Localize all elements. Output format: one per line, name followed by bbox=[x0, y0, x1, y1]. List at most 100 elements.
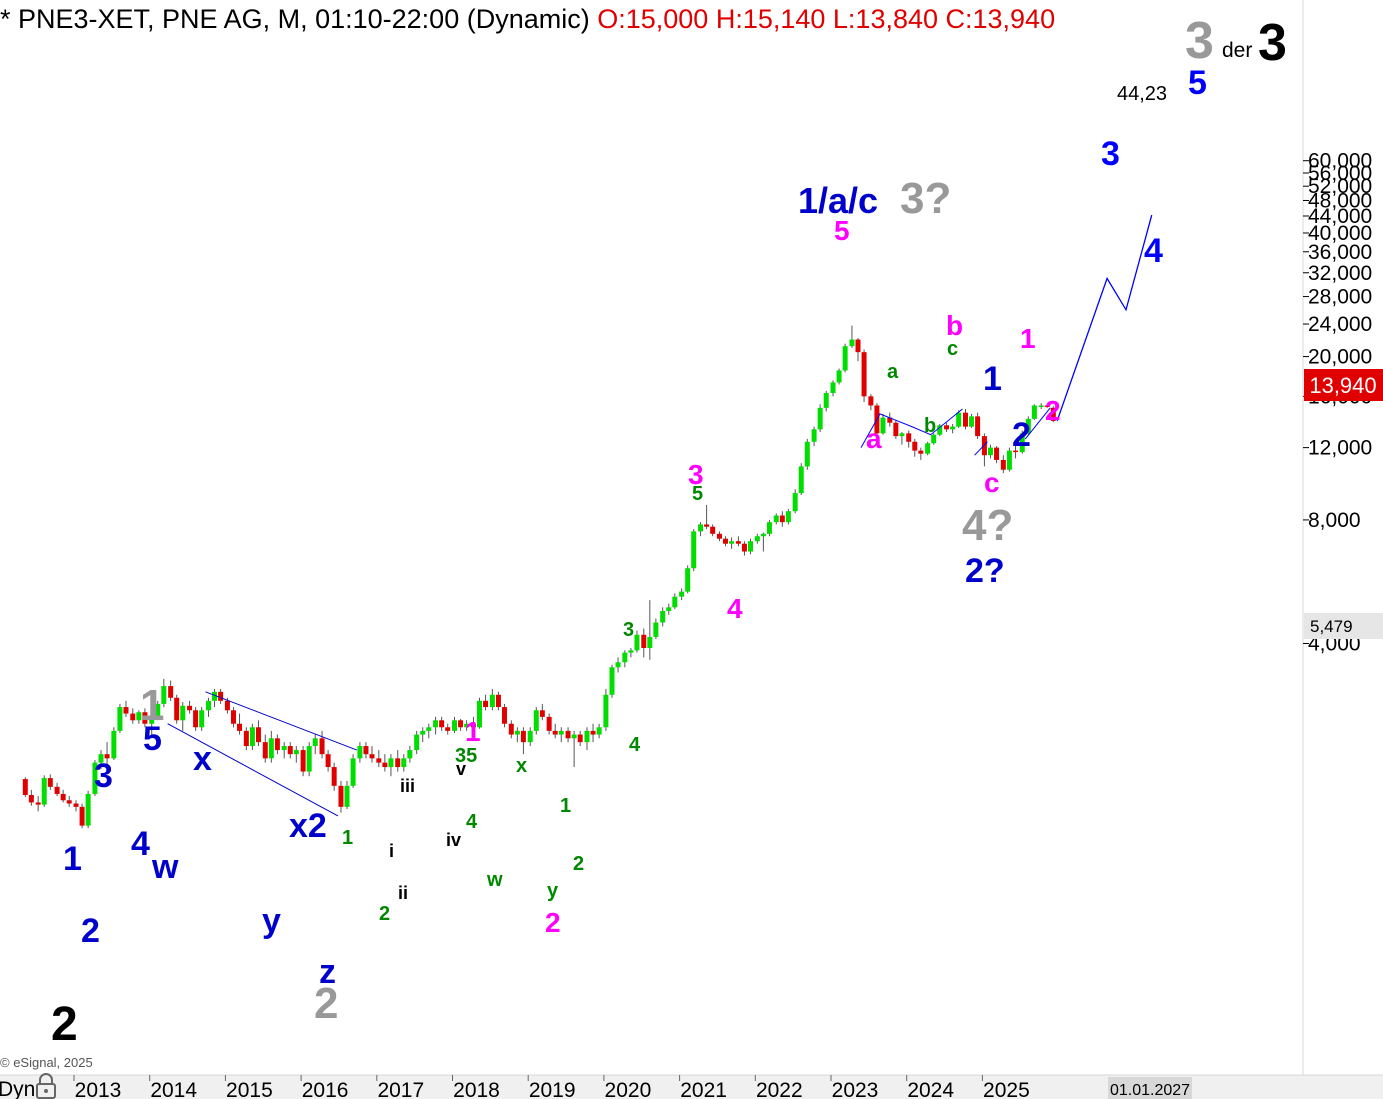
wave-top-alt: 3? bbox=[900, 174, 951, 223]
candle-body bbox=[281, 746, 287, 751]
candle-body bbox=[312, 738, 318, 747]
candle-body bbox=[508, 723, 514, 735]
candle bbox=[407, 746, 413, 763]
candle-body bbox=[237, 723, 243, 731]
candle-body bbox=[338, 785, 344, 807]
candle-body bbox=[798, 466, 804, 494]
candle-body bbox=[168, 686, 174, 698]
wave-blue2-2025: 2 bbox=[1012, 416, 1031, 454]
candle-body bbox=[855, 339, 861, 353]
candle bbox=[546, 713, 552, 735]
candle-body bbox=[596, 727, 602, 735]
candle bbox=[641, 628, 647, 658]
candle bbox=[622, 650, 628, 668]
candle bbox=[1044, 404, 1050, 408]
candle-body bbox=[868, 396, 874, 406]
wave-bx-2014: x bbox=[193, 740, 212, 778]
candle-body bbox=[1044, 405, 1050, 407]
candle-body bbox=[268, 738, 274, 759]
candle-body bbox=[47, 778, 53, 787]
wave-b3-2013: 3 bbox=[94, 757, 113, 795]
candle-body bbox=[647, 636, 653, 648]
candle bbox=[698, 522, 704, 537]
candle-body bbox=[224, 700, 230, 711]
candle bbox=[1038, 403, 1044, 410]
target-value-label: 44,23 bbox=[1117, 83, 1167, 105]
candle-body bbox=[1050, 407, 1056, 421]
year-tick-label: 2025 bbox=[983, 1079, 1030, 1099]
wave-g5-2021: 5 bbox=[692, 483, 703, 505]
candle bbox=[306, 742, 312, 777]
candle bbox=[464, 720, 470, 731]
candle bbox=[748, 538, 754, 555]
price-axis-panel[interactable] bbox=[1303, 0, 1383, 1075]
candle bbox=[962, 409, 968, 430]
candle bbox=[975, 412, 981, 439]
candle-body bbox=[255, 727, 261, 743]
candle bbox=[925, 441, 931, 456]
candle-body bbox=[142, 712, 148, 724]
candle-body bbox=[704, 524, 710, 527]
candle-body bbox=[274, 738, 280, 751]
candle bbox=[571, 730, 577, 768]
candle bbox=[906, 430, 912, 448]
marker-price-label: 5,479 bbox=[1310, 617, 1353, 636]
candle-body bbox=[293, 750, 299, 755]
candle bbox=[218, 688, 224, 704]
candle-body bbox=[35, 802, 41, 805]
price-tick-label: 56,000 bbox=[1308, 162, 1372, 185]
time-axis-left-label: Dyn bbox=[0, 1078, 35, 1099]
candle-body bbox=[937, 425, 943, 435]
candle-body bbox=[123, 707, 129, 714]
price-tick-label: 8,000 bbox=[1308, 509, 1361, 532]
wave-gray1-2014: 1 bbox=[140, 681, 164, 730]
candle bbox=[319, 730, 325, 759]
candle bbox=[357, 742, 363, 763]
chart-symbol-title: * PNE3-XET, PNE AG, M, 01:10-22:00 (Dyna… bbox=[0, 4, 590, 34]
candle-body bbox=[262, 742, 268, 759]
candle bbox=[804, 438, 810, 470]
candle bbox=[85, 790, 91, 829]
candle bbox=[944, 422, 950, 432]
candle-body bbox=[760, 533, 766, 537]
candle-body bbox=[811, 429, 817, 442]
candle bbox=[483, 694, 489, 711]
lock-icon[interactable] bbox=[36, 1073, 56, 1099]
candle-body bbox=[887, 417, 893, 423]
candle-body bbox=[60, 793, 66, 801]
candle bbox=[495, 691, 501, 711]
future-date-label: 01.01.2027 bbox=[1110, 1082, 1190, 1099]
candle bbox=[691, 529, 697, 572]
candle bbox=[180, 702, 186, 731]
wave-g1-2019: 1 bbox=[560, 795, 571, 817]
price-tick-label: 32,000 bbox=[1308, 262, 1372, 285]
price-tick-label: 52,000 bbox=[1308, 175, 1372, 198]
candle bbox=[193, 707, 199, 731]
candle-body bbox=[660, 610, 666, 623]
candle bbox=[672, 593, 678, 610]
candle bbox=[830, 380, 836, 397]
candle bbox=[274, 734, 280, 755]
candle-body bbox=[641, 634, 647, 648]
year-tick-label: 2019 bbox=[529, 1079, 576, 1099]
candle-body bbox=[180, 705, 186, 721]
candle-body bbox=[193, 710, 199, 728]
candle bbox=[1050, 406, 1056, 423]
candle bbox=[199, 707, 205, 731]
wave-bz-2016: z bbox=[319, 953, 336, 991]
candle-body bbox=[956, 412, 962, 427]
candle-body bbox=[603, 694, 609, 728]
candle bbox=[773, 513, 779, 525]
candle-body bbox=[1000, 459, 1006, 470]
wave-a-mag: a bbox=[866, 423, 882, 454]
candle bbox=[111, 727, 117, 761]
candle bbox=[395, 750, 401, 772]
candle-body bbox=[73, 803, 79, 807]
wave-alt-2: 2? bbox=[965, 552, 1005, 590]
candle-body bbox=[723, 538, 729, 544]
candle bbox=[969, 413, 975, 428]
candle bbox=[205, 697, 211, 717]
candle-body bbox=[634, 634, 640, 651]
candle-body bbox=[716, 533, 722, 539]
